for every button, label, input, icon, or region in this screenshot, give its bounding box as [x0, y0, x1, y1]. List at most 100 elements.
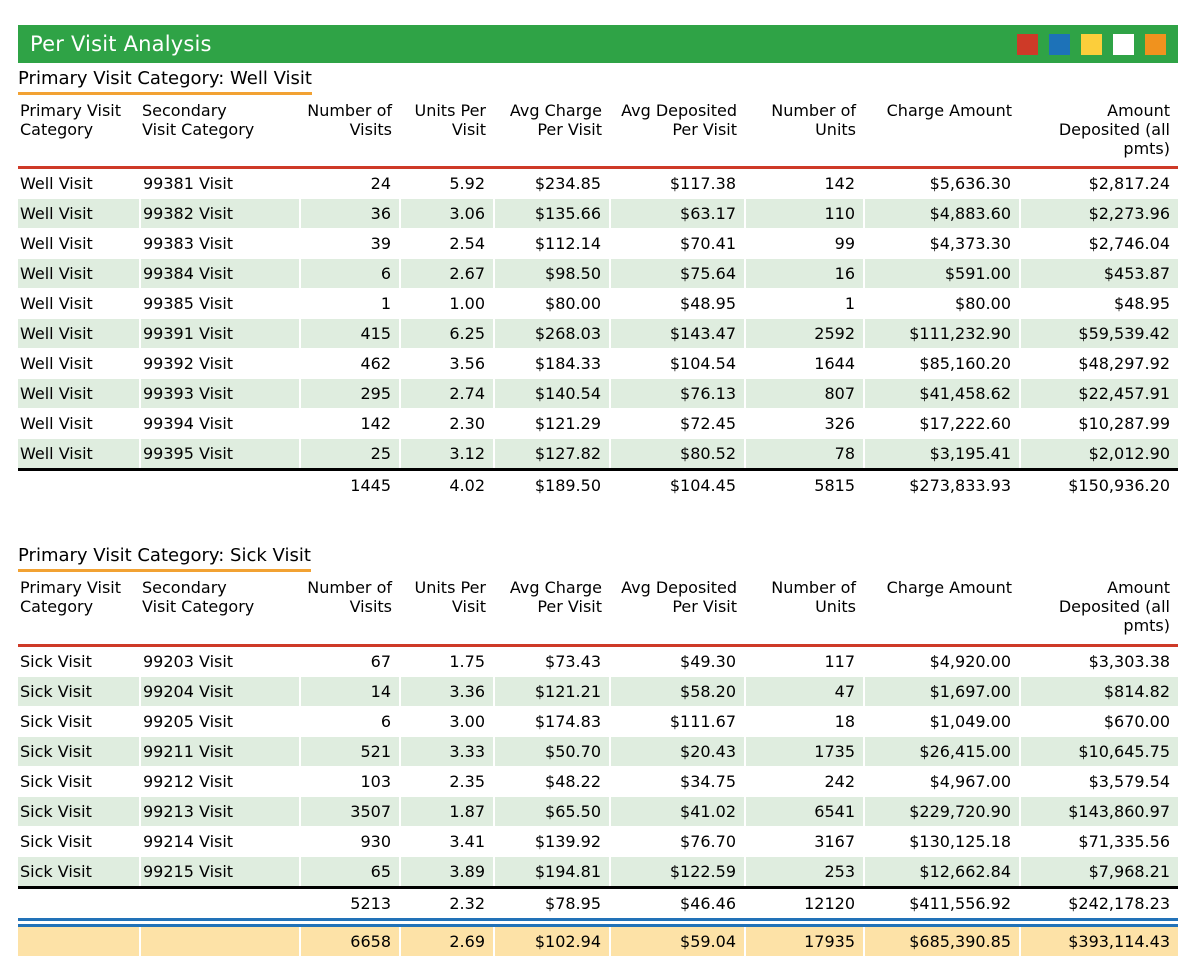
subtotal-row: 1445 4.02 $189.50 $104.45 5815 $273,833.93 $15… — [18, 468, 1178, 501]
subtotal-cell — [18, 885, 140, 922]
table-cell: $121.29 — [493, 408, 610, 440]
table-cell: Well Visit — [18, 378, 140, 410]
table-row: Sick Visit 99204 Visit 14 3.36 $121.21 $58.20… — [18, 676, 1178, 707]
subtotal-cell — [139, 885, 300, 922]
table-cell: 117 — [744, 645, 864, 677]
table-cell: 1 — [744, 288, 864, 320]
column-header: Amount Deposited (all pmts) — [1020, 98, 1178, 170]
table-cell: 3.33 — [399, 736, 494, 767]
table-cell: $130,125.18 — [863, 826, 1020, 857]
column-header: Secondary Visit Category — [140, 575, 300, 647]
table-cell: $41,458.62 — [863, 378, 1020, 410]
table-cell: 99381 Visit — [139, 167, 300, 200]
column-header: Avg Deposited Per Visit — [610, 575, 745, 647]
column-header: Number of Units — [745, 98, 864, 170]
subtotal-cell: $78.95 — [493, 885, 610, 922]
table-cell: 99392 Visit — [139, 348, 300, 380]
table-cell: $3,579.54 — [1019, 766, 1178, 797]
section-heading-well-visit: Primary Visit Category: Well Visit — [18, 68, 312, 95]
table-cell: $122.59 — [609, 856, 745, 888]
table-cell: $5,636.30 — [863, 167, 1020, 200]
section-sick-visit: Primary Visit Category: Sick Visit Prima… — [18, 546, 1178, 956]
table-cell: 326 — [744, 408, 864, 440]
table-cell: $184.33 — [493, 348, 610, 380]
table-cell: 99 — [744, 228, 864, 260]
table-cell: $143.47 — [609, 318, 745, 350]
table-cell: 99212 Visit — [139, 766, 300, 797]
table-cell: $80.00 — [493, 288, 610, 320]
table-cell: 3.36 — [399, 676, 494, 707]
table-cell: Sick Visit — [18, 736, 140, 767]
table-cell: 415 — [299, 318, 400, 350]
table-cell: Sick Visit — [18, 766, 140, 797]
subtotal-cell: 4.02 — [399, 468, 494, 501]
table-cell: 6541 — [744, 796, 864, 827]
table-cell: $814.82 — [1019, 676, 1178, 707]
table-cell: $453.87 — [1019, 258, 1178, 290]
table-cell: 99205 Visit — [139, 706, 300, 737]
table-cell: 5.92 — [399, 167, 494, 200]
sick-visit-table: Primary Visit Category Secondary Visit Ca… — [18, 575, 1178, 956]
table-cell: 16 — [744, 258, 864, 290]
table-cell: $135.66 — [493, 198, 610, 230]
table-cell: 6.25 — [399, 318, 494, 350]
table-cell: $229,720.90 — [863, 796, 1020, 827]
table-cell: $98.50 — [493, 258, 610, 290]
subtotal-cell: 5213 — [299, 885, 400, 922]
table-cell: $48.95 — [609, 288, 745, 320]
table-cell: $75.64 — [609, 258, 745, 290]
table-cell: $71,335.56 — [1019, 826, 1178, 857]
table-row: Well Visit 99385 Visit 1 1.00 $80.00 $48.95 1 $… — [18, 288, 1178, 320]
table-cell: 99215 Visit — [139, 856, 300, 888]
table-cell: $117.38 — [609, 167, 745, 200]
subtotal-cell: 5815 — [744, 468, 864, 501]
column-header: Charge Amount — [864, 98, 1020, 170]
table-cell: 142 — [299, 408, 400, 440]
table-row: Sick Visit 99213 Visit 3507 1.87 $65.50 $41.0… — [18, 796, 1178, 827]
table-cell: 99213 Visit — [139, 796, 300, 827]
table-cell: 1644 — [744, 348, 864, 380]
table-cell: $104.54 — [609, 348, 745, 380]
table-cell: $140.54 — [493, 378, 610, 410]
table-cell: 2.54 — [399, 228, 494, 260]
table-cell: 3.12 — [399, 438, 494, 471]
subtotal-cell: $104.45 — [609, 468, 745, 501]
column-header: Units Per Visit — [400, 575, 494, 647]
table-cell: 462 — [299, 348, 400, 380]
table-cell: $234.85 — [493, 167, 610, 200]
table-row: Sick Visit 99214 Visit 930 3.41 $139.92 $76.7… — [18, 826, 1178, 857]
table-cell: 3.41 — [399, 826, 494, 857]
grand-total-cell: $393,114.43 — [1019, 917, 1178, 956]
table-cell: $10,645.75 — [1019, 736, 1178, 767]
table-cell: $80.52 — [609, 438, 745, 471]
table-cell: $3,195.41 — [863, 438, 1020, 471]
table-cell: $121.21 — [493, 676, 610, 707]
table-cell: $41.02 — [609, 796, 745, 827]
table-cell: $7,968.21 — [1019, 856, 1178, 888]
column-header: Number of Visits — [300, 98, 400, 170]
table-cell: 99393 Visit — [139, 378, 300, 410]
table-cell: 99383 Visit — [139, 228, 300, 260]
table-cell: $268.03 — [493, 318, 610, 350]
table-cell: $2,012.90 — [1019, 438, 1178, 471]
table-cell: $85,160.20 — [863, 348, 1020, 380]
table-cell: Sick Visit — [18, 706, 140, 737]
table-row: Sick Visit 99203 Visit 67 1.75 $73.43 $49.30 1… — [18, 645, 1178, 677]
table-cell: Sick Visit — [18, 826, 140, 857]
table-cell: 3167 — [744, 826, 864, 857]
table-cell: 99394 Visit — [139, 408, 300, 440]
table-cell: 99395 Visit — [139, 438, 300, 471]
table-cell: 1 — [299, 288, 400, 320]
table-cell: Well Visit — [18, 228, 140, 260]
table-row: Sick Visit 99205 Visit 6 3.00 $174.83 $111.67… — [18, 706, 1178, 737]
table-cell: 3507 — [299, 796, 400, 827]
table-cell: $4,373.30 — [863, 228, 1020, 260]
table-cell: 3.89 — [399, 856, 494, 888]
column-header: Number of Units — [745, 575, 864, 647]
table-cell: $2,817.24 — [1019, 167, 1178, 200]
table-cell: Well Visit — [18, 318, 140, 350]
table-cell: Well Visit — [18, 348, 140, 380]
table-cell: $34.75 — [609, 766, 745, 797]
table-cell: Well Visit — [18, 438, 140, 471]
table-cell: $76.13 — [609, 378, 745, 410]
